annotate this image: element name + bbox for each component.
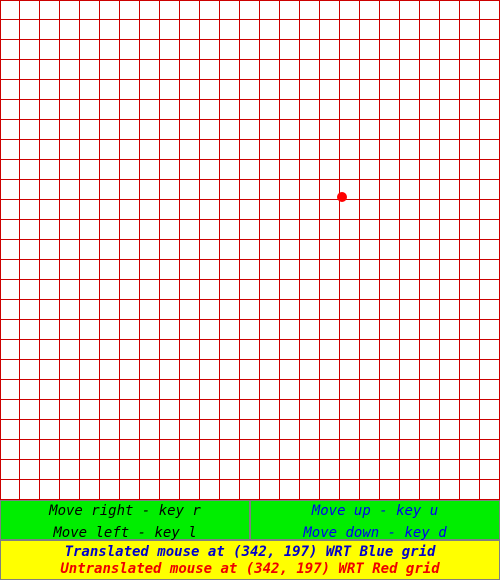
mouse-status-panel: Translated mouse at (342, 197) WRT Blue … (0, 540, 500, 580)
red-grid-canvas[interactable] (0, 0, 500, 500)
mouse-position-marker (337, 192, 347, 202)
move-left-instruction: Move left - key l (53, 525, 197, 541)
move-right-instruction: Move right - key r (49, 503, 201, 519)
red-grid-lines (0, 0, 500, 500)
move-down-instruction: Move down - key d (303, 525, 447, 541)
untranslated-mouse-status: Untranslated mouse at (342, 197) WRT Red… (60, 561, 440, 577)
move-up-instruction: Move up - key u (311, 503, 439, 519)
right-key-panel: Move up - key u Move down - key d (250, 500, 500, 541)
left-key-panel: Move right - key r Move left - key l (0, 500, 250, 541)
translated-mouse-status: Translated mouse at (342, 197) WRT Blue … (64, 544, 436, 560)
grid-background (0, 0, 500, 500)
